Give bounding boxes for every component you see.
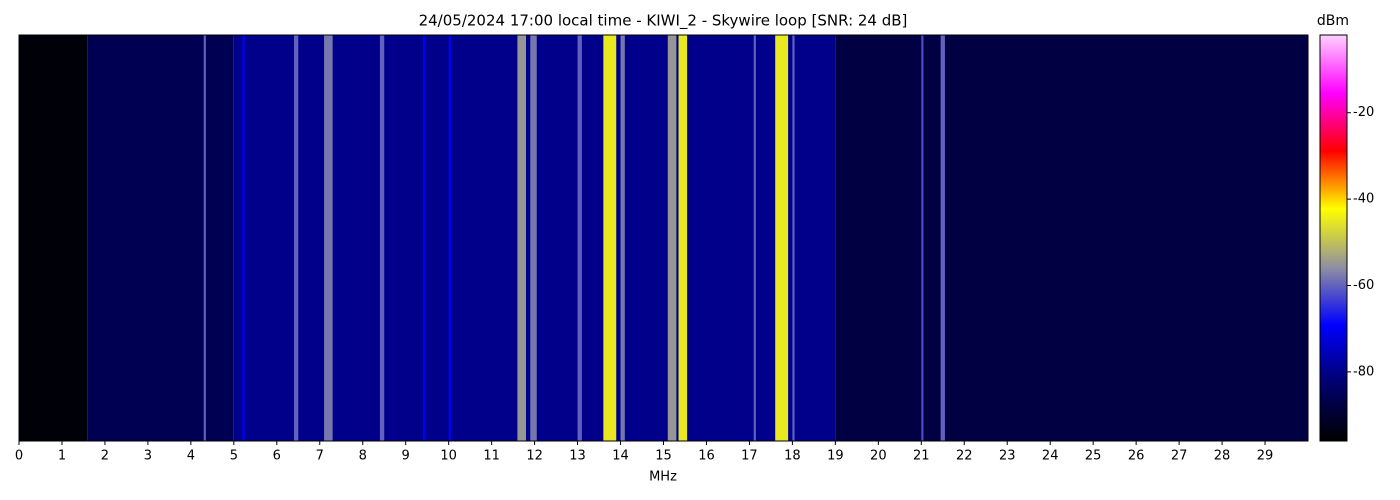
x-tick-label: 10: [440, 449, 457, 464]
signal-band: [835, 35, 1308, 441]
signal-band: [753, 35, 756, 441]
x-tick-label: 2: [101, 449, 109, 464]
x-tick-label: 28: [1214, 449, 1231, 464]
colorbar-label: dBm: [1317, 13, 1349, 29]
x-tick-label: 16: [698, 449, 715, 464]
signal-band: [324, 35, 333, 441]
colorbar-tick-label: -60: [1353, 278, 1374, 293]
x-tick-label: 15: [655, 449, 672, 464]
signal-band: [242, 35, 245, 441]
x-tick-label: 20: [870, 449, 887, 464]
signal-band: [19, 35, 88, 441]
x-tick-label: 18: [784, 449, 801, 464]
signal-band: [379, 35, 385, 441]
signal-band: [87, 35, 234, 441]
signal-band: [530, 35, 537, 441]
signal-band: [422, 35, 426, 441]
x-tick-label: 13: [569, 449, 586, 464]
signal-band: [921, 35, 924, 441]
x-tick-label: 11: [483, 449, 500, 464]
x-tick-label: 22: [956, 449, 973, 464]
signal-band: [775, 35, 789, 441]
x-tick-label: 7: [316, 449, 324, 464]
x-axis-label: MHz: [649, 470, 677, 485]
signal-band: [577, 35, 582, 441]
x-tick-label: 17: [741, 449, 758, 464]
chart-title: 24/05/2024 17:00 local time - KIWI_2 - S…: [419, 12, 908, 31]
signal-band: [792, 35, 795, 441]
colorbar: [1319, 34, 1348, 442]
signal-band: [203, 35, 206, 441]
x-tick-label: 21: [913, 449, 930, 464]
x-tick-label: 27: [1171, 449, 1188, 464]
colorbar-tick-label: -40: [1353, 192, 1374, 207]
signal-band: [293, 35, 299, 441]
x-tick-label: 23: [999, 449, 1016, 464]
colorbar-tick-label: -20: [1353, 105, 1374, 120]
x-tick-label: 29: [1257, 449, 1274, 464]
x-tick-label: 9: [402, 449, 410, 464]
x-tick-label: 25: [1085, 449, 1102, 464]
signal-band: [620, 35, 625, 441]
signal-band: [940, 35, 945, 441]
x-tick-label: 0: [15, 449, 23, 464]
x-tick-label: 3: [144, 449, 152, 464]
x-tick-label: 1: [58, 449, 66, 464]
x-tick-label: 6: [273, 449, 281, 464]
x-tick-label: 19: [827, 449, 844, 464]
x-tick-label: 4: [187, 449, 195, 464]
signal-band: [678, 35, 688, 441]
x-tick-label: 8: [359, 449, 367, 464]
signal-band: [517, 35, 527, 441]
signal-band: [667, 35, 677, 441]
signal-band: [448, 35, 451, 441]
x-tick-label: 14: [612, 449, 629, 464]
x-tick-label: 5: [230, 449, 238, 464]
x-tick-label: 24: [1042, 449, 1059, 464]
x-tick-label: 26: [1128, 449, 1145, 464]
x-tick-label: 12: [526, 449, 543, 464]
colorbar-tick-label: -80: [1353, 364, 1374, 379]
signal-band: [603, 35, 617, 441]
